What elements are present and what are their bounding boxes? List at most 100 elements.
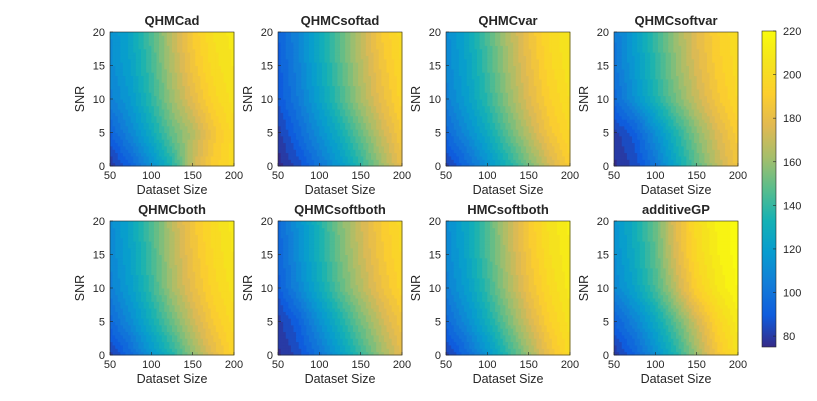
contour-cell <box>311 115 315 120</box>
contour-cell <box>365 155 369 160</box>
contour-cell <box>352 85 356 90</box>
contour-cell <box>446 85 450 90</box>
contour-cell <box>479 112 483 117</box>
contour-cell <box>280 152 284 157</box>
contour-cell <box>117 122 121 127</box>
contour-cell <box>352 115 356 120</box>
contour-cell <box>334 68 338 73</box>
contour-cell <box>153 88 157 93</box>
contour-cell <box>125 75 129 80</box>
contour-cell <box>197 35 201 40</box>
contour-cell <box>148 48 152 53</box>
contour-cell <box>337 115 341 120</box>
contour-cell <box>396 119 400 123</box>
contour-cell <box>143 92 147 97</box>
contour-cell <box>296 62 300 66</box>
contour-cell <box>169 112 173 117</box>
contour-cell <box>172 102 176 107</box>
contour-cell <box>210 92 214 97</box>
contour-cell <box>337 78 341 83</box>
contour-cell <box>451 115 455 120</box>
contour-cell <box>365 162 369 167</box>
contour-cell <box>355 109 359 113</box>
contour-cell <box>474 88 478 93</box>
contour-cell <box>314 132 318 137</box>
contour-cell <box>195 139 199 144</box>
contour-cell <box>373 55 377 60</box>
contour-cell <box>177 129 181 133</box>
contour-cell <box>327 72 331 77</box>
contour-cell <box>340 112 344 117</box>
contour-cell <box>130 149 134 154</box>
contour-cell <box>190 48 194 53</box>
contour-cell <box>471 95 475 100</box>
contour-cell <box>290 99 294 103</box>
contour-cell <box>458 112 462 117</box>
contour-cell <box>399 75 403 80</box>
contour-cell <box>332 92 336 97</box>
contour-cell <box>215 132 219 137</box>
contour-cell <box>169 122 173 127</box>
contour-cell <box>536 135 540 140</box>
contour-cell <box>133 119 137 123</box>
contour-cell <box>340 155 344 160</box>
contour-cell <box>541 125 545 130</box>
contour-cell <box>205 75 209 80</box>
contour-cell <box>386 72 390 77</box>
contour-cell <box>133 149 137 154</box>
contour-cell <box>112 48 116 53</box>
contour-cell <box>283 75 287 80</box>
contour-cell <box>324 35 328 40</box>
contour-cell <box>164 102 168 107</box>
contour-cell <box>153 119 157 123</box>
contour-cell <box>334 75 338 80</box>
contour-cell <box>120 75 124 80</box>
contour-cell <box>340 82 344 87</box>
contour-cell <box>531 105 535 110</box>
contour-cell <box>221 58 225 63</box>
contour-cell <box>562 119 566 123</box>
contour-cell <box>169 145 173 150</box>
contour-cell <box>110 65 114 70</box>
contour-cell <box>360 82 364 87</box>
contour-cell <box>539 142 543 147</box>
contour-cell <box>386 159 390 164</box>
contour-cell <box>159 38 163 43</box>
contour-cell <box>474 149 478 154</box>
contour-cell <box>205 95 209 100</box>
contour-cell <box>208 122 212 127</box>
contour-cell <box>215 159 219 164</box>
contour-cell <box>508 159 512 164</box>
contour-cell <box>564 105 568 110</box>
contour-cell <box>117 145 121 150</box>
contour-cell <box>166 85 170 90</box>
contour-cell <box>352 142 356 147</box>
contour-cell <box>174 162 178 167</box>
contour-cell <box>541 112 545 117</box>
contour-cell <box>156 129 160 133</box>
contour-cell <box>373 152 377 157</box>
contour-cell <box>125 95 129 100</box>
contour-cell <box>363 129 367 133</box>
contour-cell <box>484 102 488 107</box>
contour-cell <box>321 135 325 140</box>
contour-cell <box>293 145 297 150</box>
contour-cell <box>518 159 522 164</box>
contour-cell <box>200 149 204 154</box>
contour-cell <box>365 82 369 87</box>
contour-cell <box>464 99 468 103</box>
contour-cell <box>153 152 157 157</box>
contour-cell <box>319 115 323 120</box>
contour-cell <box>283 119 287 123</box>
contour-cell <box>549 139 553 144</box>
contour-cell <box>358 45 362 50</box>
contour-cell <box>153 162 157 167</box>
contour-cell <box>203 119 207 123</box>
contour-cell <box>373 58 377 63</box>
contour-cell <box>221 32 225 36</box>
contour-cell <box>342 122 346 127</box>
contour-cell <box>515 129 519 133</box>
contour-cell <box>523 109 527 113</box>
contour-cell <box>334 55 338 60</box>
contour-cell <box>210 42 214 46</box>
